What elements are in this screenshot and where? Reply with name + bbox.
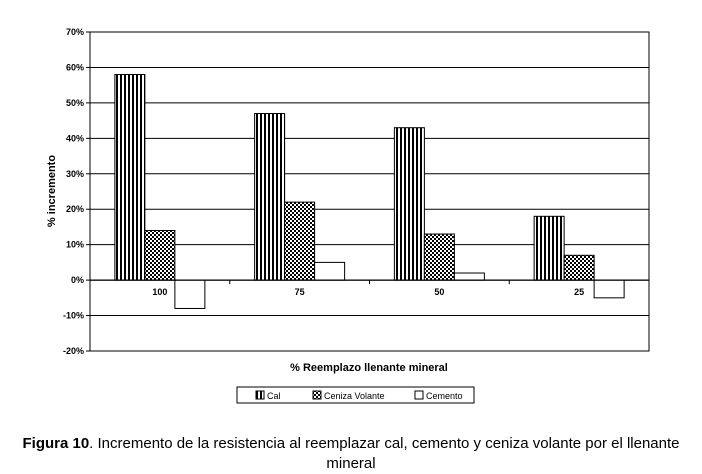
caption-text: Incremento de la resistencia al reemplaz… — [97, 435, 680, 472]
bar-cemento — [453, 272, 485, 281]
y-axis-ticks: -20% -10% 0% 10% 20% 30% 40% 50% 60% 70% — [63, 27, 90, 356]
y-tick-label: 60% — [66, 62, 84, 72]
y-tick-label: 20% — [66, 204, 84, 214]
legend-label: Cal — [267, 391, 281, 401]
bar-ceniza-volante — [284, 201, 316, 281]
y-tick-label: 30% — [66, 169, 84, 179]
bar-cal — [114, 74, 146, 281]
legend-swatch — [255, 390, 265, 400]
x-tick-label: 100 — [152, 287, 167, 297]
chart: -20% -10% 0% 10% 20% 30% 40% 50% 60% 70% 100 75 50 2… — [46, 27, 650, 404]
legend-label: Ceniza Volante — [324, 391, 385, 401]
y-tick-label: 10% — [66, 240, 84, 250]
y-tick-label: 0% — [71, 275, 84, 285]
plot-area — [89, 31, 650, 352]
gridlines — [90, 31, 649, 352]
x-tick-label: 50 — [434, 287, 444, 297]
caption-label: Figura 10 — [22, 435, 90, 452]
bar-ceniza-volante — [423, 233, 455, 281]
x-tick-label: 75 — [295, 287, 305, 297]
x-tick-label: 25 — [574, 287, 584, 297]
legend-label: Cemento — [426, 391, 463, 401]
legend: Cal Ceniza Volante Cemento — [236, 386, 475, 404]
y-axis-title: % incremento — [46, 155, 58, 227]
bar-cemento — [314, 261, 346, 281]
bars — [114, 74, 625, 309]
bar-ceniza-volante — [563, 254, 595, 281]
legend-swatch — [414, 390, 424, 400]
bar-cal — [254, 113, 286, 281]
x-axis-ticks: 100 75 50 25 — [89, 280, 650, 297]
y-tick-label: 40% — [66, 133, 84, 143]
y-tick-label: 50% — [66, 98, 84, 108]
bar-cal — [393, 127, 425, 281]
bar-ceniza-volante — [144, 229, 176, 281]
y-tick-label: -20% — [63, 346, 84, 356]
legend-swatch — [312, 390, 322, 400]
x-axis-title: % Reemplazo llenante mineral — [290, 362, 448, 374]
y-tick-label: -10% — [63, 311, 84, 321]
bar-cal — [533, 215, 565, 281]
bar-cemento — [174, 279, 206, 309]
figure-caption: Figura 10. Incremento de la resistencia … — [0, 434, 702, 474]
y-tick-label: 70% — [66, 27, 84, 37]
bar-cemento — [593, 279, 625, 299]
caption-separator: . — [89, 435, 98, 452]
